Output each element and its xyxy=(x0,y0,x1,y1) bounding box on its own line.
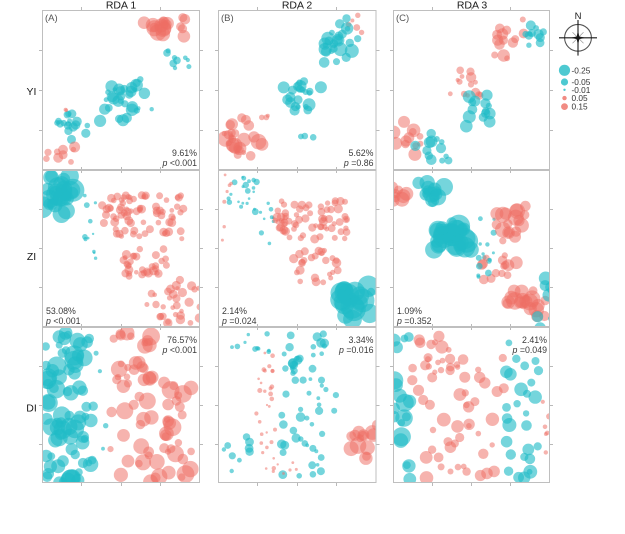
svg-text:p =0.016: p =0.016 xyxy=(338,345,374,355)
svg-text:RDA 1: RDA 1 xyxy=(106,0,137,12)
svg-text:5.62%: 5.62% xyxy=(349,148,374,158)
svg-text:p =0.86: p =0.86 xyxy=(343,158,374,168)
svg-text:-0.25: -0.25 xyxy=(572,65,591,75)
svg-text:9.61%: 9.61% xyxy=(172,148,197,158)
svg-text:(C): (C) xyxy=(396,13,409,24)
svg-text:p <0.001: p <0.001 xyxy=(161,345,197,355)
svg-text:2.14%: 2.14% xyxy=(222,306,247,316)
svg-text:ZI: ZI xyxy=(27,251,36,263)
svg-text:p =0.024: p =0.024 xyxy=(221,316,257,326)
svg-text:p <0.001: p <0.001 xyxy=(45,316,81,326)
svg-text:N: N xyxy=(575,11,582,22)
svg-text:0.05: 0.05 xyxy=(572,93,589,103)
svg-text:YI: YI xyxy=(27,86,37,98)
svg-text:3.34%: 3.34% xyxy=(349,335,374,345)
svg-text:2.41%: 2.41% xyxy=(522,335,547,345)
svg-text:RDA 3: RDA 3 xyxy=(457,0,488,12)
svg-text:76.57%: 76.57% xyxy=(167,335,197,345)
svg-text:0.15: 0.15 xyxy=(572,102,589,112)
svg-text:53.08%: 53.08% xyxy=(46,306,76,316)
svg-text:p =0.352: p =0.352 xyxy=(396,316,432,326)
svg-text:p =0.049: p =0.049 xyxy=(511,345,547,355)
svg-text:(B): (B) xyxy=(221,13,234,24)
svg-text:(A): (A) xyxy=(45,13,58,24)
svg-text:-0.05: -0.05 xyxy=(572,77,591,87)
svg-text:RDA 2: RDA 2 xyxy=(282,0,313,12)
svg-text:-0.01: -0.01 xyxy=(572,85,591,95)
svg-text:1.09%: 1.09% xyxy=(397,306,422,316)
svg-text:p <0.001: p <0.001 xyxy=(161,158,197,168)
svg-text:DI: DI xyxy=(26,403,37,415)
